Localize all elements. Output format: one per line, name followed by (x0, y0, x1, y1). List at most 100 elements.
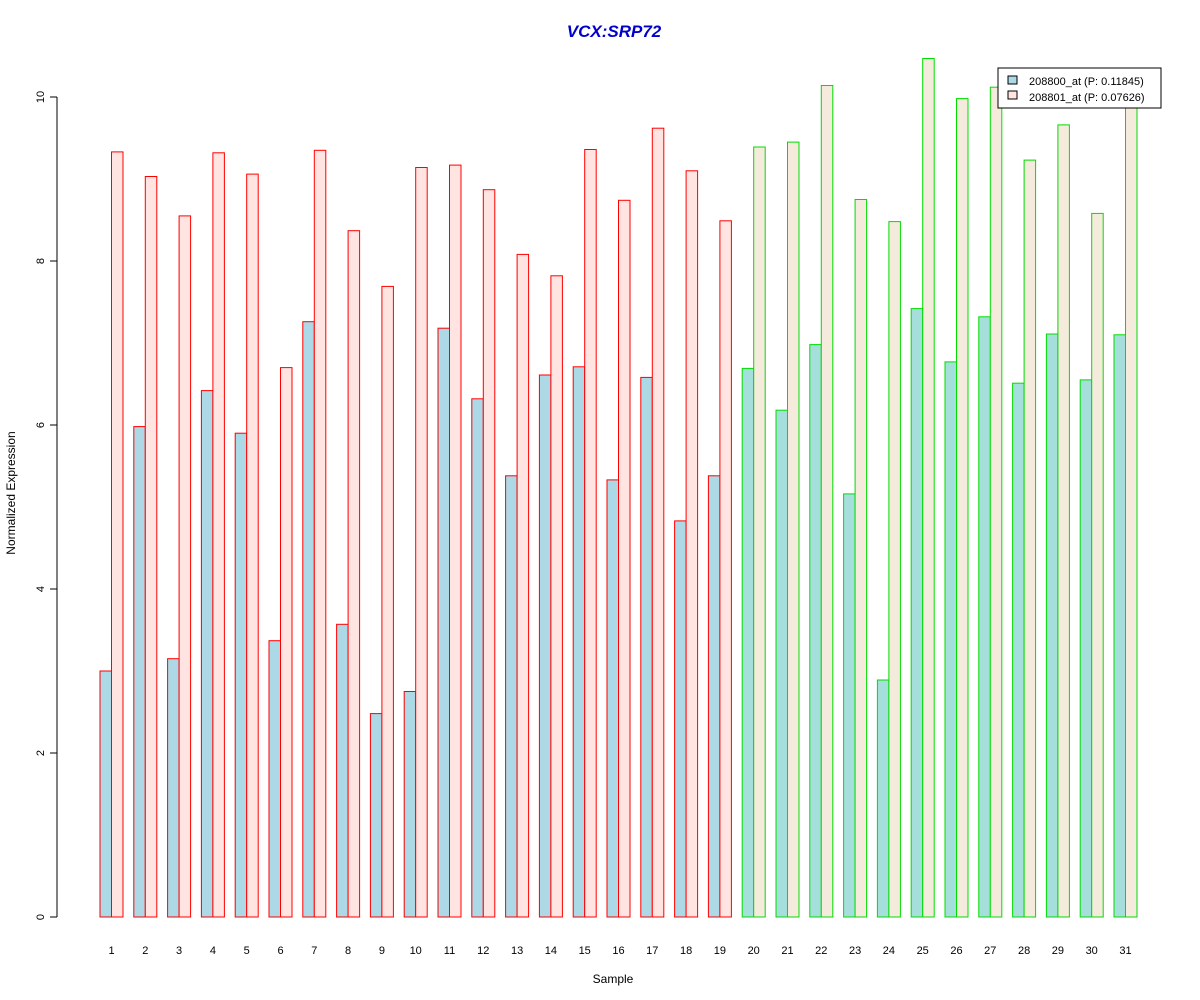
bar-series-2-sample-10 (415, 167, 428, 918)
x-tick-label: 24 (883, 945, 895, 957)
x-tick-labels: 1 2 3 4 5 6 7 8 9 10 11 12 13 14 15 16 17 18 19 20 21 22 23 24 2… (108, 945, 1131, 957)
bar-series-2-sample-11 (449, 164, 462, 918)
y-tick-label: 6 (35, 422, 47, 428)
bar-series-1-sample-2 (133, 426, 146, 918)
x-tick-label: 22 (815, 945, 827, 957)
legend: 208800_at (P: 0.11845) 208801_at (P: 0.0… (997, 67, 1162, 109)
bar-series-1-sample-27 (978, 316, 991, 918)
x-tick-label: 4 (210, 945, 216, 957)
bar-series-1-sample-11 (437, 327, 450, 918)
bar-series-2-sample-8 (347, 230, 361, 918)
x-tick-label: 7 (311, 945, 317, 957)
bar-series-2-sample-9 (381, 285, 394, 918)
bar-series-1-sample-21 (775, 409, 788, 918)
bar-series-1-sample-25 (910, 308, 924, 918)
y-tick-label: 10 (35, 91, 47, 103)
x-tick-label: 6 (277, 945, 283, 957)
x-tick-label: 9 (379, 945, 385, 957)
x-tick-label: 13 (511, 945, 523, 957)
x-tick-label: 21 (781, 945, 793, 957)
legend-label-series-1: 208800_at (P: 0.11845) (1029, 76, 1144, 88)
bar-series-2-sample-24 (888, 221, 901, 918)
y-axis: 0 2 4 6 8 10 (35, 91, 58, 920)
bar-series-1-sample-14 (538, 374, 552, 918)
bar-series-1-sample-9 (369, 713, 383, 918)
bar-series-2-sample-2 (144, 176, 158, 918)
bar-series-2-sample-13 (516, 253, 530, 918)
bars (99, 58, 1138, 918)
bar-series-1-sample-20 (741, 367, 755, 918)
bar-series-1-sample-8 (336, 623, 349, 918)
bar-series-1-sample-30 (1079, 379, 1093, 918)
x-tick-label: 16 (612, 945, 624, 957)
bar-series-1-sample-4 (200, 390, 214, 918)
x-tick-label: 27 (984, 945, 996, 957)
bar-series-1-sample-23 (843, 493, 856, 918)
legend-box (997, 67, 1162, 109)
bar-series-2-sample-28 (1023, 159, 1037, 918)
bar-series-2-sample-22 (820, 85, 834, 918)
chart-title: VCX:SRP72 (567, 22, 662, 41)
legend-swatch-series-1 (1007, 75, 1018, 85)
y-tick-label: 0 (35, 914, 47, 920)
bar-series-2-sample-14 (550, 275, 563, 918)
x-tick-label: 18 (680, 945, 692, 957)
bar-series-2-sample-3 (178, 215, 192, 918)
bar-series-1-sample-13 (505, 475, 518, 918)
x-tick-label: 19 (714, 945, 726, 957)
bar-series-2-sample-30 (1091, 212, 1104, 918)
bar-series-1-sample-3 (167, 658, 180, 918)
y-tick-label: 8 (35, 258, 47, 264)
bar-series-1-sample-31 (1113, 334, 1126, 918)
x-tick-label: 3 (176, 945, 182, 957)
bar-series-2-sample-7 (313, 149, 327, 918)
bar-series-1-sample-19 (707, 475, 721, 918)
bar-series-1-sample-15 (572, 366, 586, 918)
x-tick-label: 23 (849, 945, 861, 957)
bar-series-1-sample-7 (302, 321, 315, 918)
x-tick-label: 29 (1052, 945, 1064, 957)
bar-series-1-sample-29 (1045, 333, 1059, 918)
bar-series-2-sample-20 (753, 146, 766, 918)
bar-series-2-sample-16 (618, 199, 631, 918)
legend-label-series-2: 208801_at (P: 0.07626) (1029, 92, 1145, 104)
bar-series-2-sample-21 (787, 141, 800, 918)
bar-series-2-sample-29 (1057, 124, 1070, 918)
x-tick-label: 30 (1086, 945, 1098, 957)
y-axis-title: Normalized Expression (4, 431, 18, 554)
bar-series-2-sample-4 (212, 152, 225, 918)
bar-series-1-sample-12 (471, 398, 484, 918)
bar-series-2-sample-23 (854, 199, 868, 918)
y-tick-label: 4 (35, 586, 47, 592)
bar-series-1-sample-28 (1012, 382, 1025, 918)
x-tick-label: 8 (345, 945, 351, 957)
bar-series-2-sample-17 (651, 127, 665, 918)
bar-series-1-sample-5 (234, 432, 248, 918)
bar-series-2-sample-27 (989, 86, 1003, 918)
bar-series-2-sample-25 (922, 58, 935, 918)
bar-series-1-sample-22 (809, 344, 822, 918)
bar-series-1-sample-16 (606, 479, 619, 918)
bar-series-1-sample-17 (640, 376, 653, 918)
x-tick-label: 15 (579, 945, 591, 957)
bar-series-1-sample-10 (403, 691, 417, 918)
x-tick-label: 20 (748, 945, 760, 957)
bar-series-2-sample-19 (719, 220, 732, 918)
bar-series-2-sample-15 (584, 149, 597, 918)
x-tick-label: 17 (646, 945, 658, 957)
bar-series-1-sample-6 (268, 640, 281, 918)
legend-swatch-series-2 (1007, 90, 1018, 100)
x-tick-label: 2 (142, 945, 148, 957)
bar-series-2-sample-12 (482, 189, 496, 918)
x-tick-label: 12 (477, 945, 489, 957)
bar-series-1-sample-18 (674, 520, 687, 918)
bar-series-1-sample-24 (876, 679, 890, 918)
bar-series-2-sample-26 (956, 98, 969, 918)
x-tick-label: 5 (244, 945, 250, 957)
x-tick-label: 25 (917, 945, 929, 957)
x-axis-title: Sample (593, 972, 634, 986)
x-tick-label: 11 (444, 945, 455, 957)
bar-series-1-sample-1 (99, 670, 112, 918)
